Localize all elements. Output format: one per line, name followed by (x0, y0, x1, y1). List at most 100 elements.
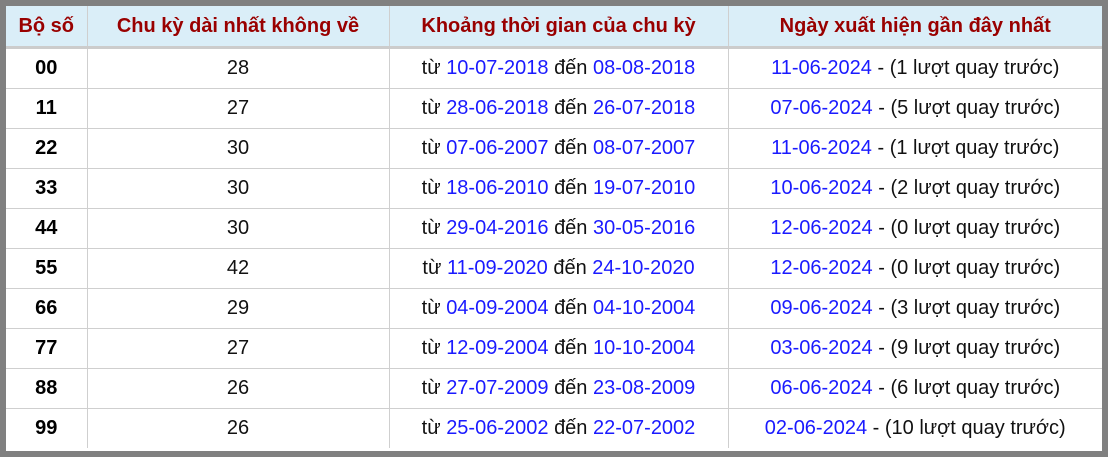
cycle-cell: 28 (87, 47, 390, 89)
period-cell: từ 25-06-2002 đến 22-07-2002 (389, 408, 729, 448)
last-seen-cell: 06-06-2024 - (6 lượt quay trước) (728, 368, 1102, 409)
draws-ago: (10 lượt quay trước) (884, 417, 1066, 439)
draws-ago: (0 lượt quay trước) (890, 257, 1061, 279)
to-label: đến (554, 337, 588, 359)
end-date-link[interactable]: 04-10-2004 (593, 297, 696, 319)
end-date-link[interactable]: 19-07-2010 (593, 177, 696, 199)
table-row: 99 26 từ 25-06-2002 đến 22-07-2002 02-06… (6, 408, 1102, 448)
number-cell: 22 (6, 128, 88, 169)
last-seen-date-link[interactable]: 10-06-2024 (770, 177, 873, 199)
number-value: 44 (35, 217, 58, 239)
period-cell: từ 28-06-2018 đến 26-07-2018 (389, 88, 729, 129)
to-label: đến (554, 137, 588, 159)
header-period: Khoảng thời gian của chu kỳ (389, 6, 729, 49)
last-seen-cell: 11-06-2024 - (1 lượt quay trước) (728, 47, 1102, 89)
from-label: từ (422, 257, 442, 279)
cycle-value: 30 (226, 217, 250, 239)
number-value: 99 (35, 417, 58, 439)
period-cell: từ 07-06-2007 đến 08-07-2007 (389, 128, 729, 169)
start-date-link[interactable]: 27-07-2009 (446, 377, 549, 399)
cycle-cell: 27 (87, 328, 390, 369)
last-seen-cell: 11-06-2024 - (1 lượt quay trước) (728, 128, 1102, 169)
end-date-link[interactable]: 26-07-2018 (593, 97, 696, 119)
separator: - (872, 257, 891, 279)
last-seen-date-link[interactable]: 09-06-2024 (770, 297, 873, 319)
cycle-cell: 30 (87, 128, 390, 169)
table-row: 11 27 từ 28-06-2018 đến 26-07-2018 07-06… (6, 88, 1102, 129)
end-date-link[interactable]: 08-08-2018 (593, 57, 696, 79)
number-value: 66 (35, 297, 58, 319)
draws-ago: (1 lượt quay trước) (889, 57, 1060, 79)
to-label: đến (553, 257, 587, 279)
start-date-link[interactable]: 04-09-2004 (446, 297, 549, 319)
start-date-link[interactable]: 18-06-2010 (446, 177, 549, 199)
table-header-row: Bộ số Chu kỳ dài nhất không về Khoảng th… (6, 6, 1102, 49)
start-date-link[interactable]: 29-04-2016 (446, 217, 549, 239)
number-cell: 99 (6, 408, 88, 448)
start-date-link[interactable]: 25-06-2002 (446, 417, 549, 439)
table-row: 55 42 từ 11-09-2020 đến 24-10-2020 12-06… (6, 248, 1102, 289)
end-date-link[interactable]: 23-08-2009 (593, 377, 696, 399)
cycle-cell: 29 (87, 288, 390, 329)
last-seen-date-link[interactable]: 06-06-2024 (770, 377, 873, 399)
cycle-value: 42 (226, 257, 250, 279)
last-seen-date-link[interactable]: 12-06-2024 (770, 217, 873, 239)
cycle-value: 30 (226, 177, 250, 199)
number-value: 88 (35, 377, 58, 399)
table-row: 44 30 từ 29-04-2016 đến 30-05-2016 12-06… (6, 208, 1102, 249)
cycle-cell: 26 (87, 408, 390, 448)
last-seen-date-link[interactable]: 11-06-2024 (771, 137, 872, 159)
draws-ago: (3 lượt quay trước) (890, 297, 1061, 319)
cycle-value: 28 (226, 57, 250, 79)
end-date-link[interactable]: 22-07-2002 (593, 417, 696, 439)
to-label: đến (554, 297, 588, 319)
to-label: đến (554, 57, 588, 79)
from-label: từ (421, 217, 441, 239)
from-label: từ (421, 377, 441, 399)
separator: - (872, 97, 891, 119)
separator: - (871, 137, 890, 159)
to-label: đến (554, 377, 588, 399)
start-date-link[interactable]: 12-09-2004 (446, 337, 549, 359)
period-cell: từ 04-09-2004 đến 04-10-2004 (389, 288, 729, 329)
cycle-cell: 26 (87, 368, 390, 409)
number-cell: 88 (6, 368, 88, 409)
number-value: 00 (35, 57, 58, 79)
end-date-link[interactable]: 24-10-2020 (592, 257, 695, 279)
start-date-link[interactable]: 28-06-2018 (446, 97, 549, 119)
period-cell: từ 27-07-2009 đến 23-08-2009 (389, 368, 729, 409)
number-cell: 00 (6, 47, 88, 89)
last-seen-cell: 07-06-2024 - (5 lượt quay trước) (728, 88, 1102, 129)
last-seen-date-link[interactable]: 07-06-2024 (770, 97, 873, 119)
draws-ago: (5 lượt quay trước) (890, 97, 1061, 119)
last-seen-date-link[interactable]: 11-06-2024 (771, 57, 872, 79)
last-seen-date-link[interactable]: 03-06-2024 (770, 337, 873, 359)
number-value: 11 (35, 97, 57, 119)
header-last-seen: Ngày xuất hiện gần đây nhất (728, 6, 1102, 49)
start-date-link[interactable]: 10-07-2018 (446, 57, 549, 79)
last-seen-date-link[interactable]: 12-06-2024 (770, 257, 873, 279)
last-seen-cell: 03-06-2024 - (9 lượt quay trước) (728, 328, 1102, 369)
to-label: đến (554, 97, 588, 119)
table-row: 22 30 từ 07-06-2007 đến 08-07-2007 11-06… (6, 128, 1102, 169)
number-cell: 44 (6, 208, 88, 249)
end-date-link[interactable]: 10-10-2004 (593, 337, 696, 359)
cycle-value: 30 (226, 137, 250, 159)
cycle-value: 26 (226, 377, 250, 399)
table-row: 00 28 từ 10-07-2018 đến 08-08-2018 11-06… (6, 47, 1102, 89)
end-date-link[interactable]: 30-05-2016 (593, 217, 696, 239)
cycle-cell: 42 (87, 248, 390, 289)
start-date-link[interactable]: 11-09-2020 (446, 257, 548, 279)
end-date-link[interactable]: 08-07-2007 (593, 137, 696, 159)
number-cell: 66 (6, 288, 88, 329)
last-seen-cell: 12-06-2024 - (0 lượt quay trước) (728, 248, 1102, 289)
draws-ago: (6 lượt quay trước) (890, 377, 1061, 399)
table-row: 66 29 từ 04-09-2004 đến 04-10-2004 09-06… (6, 288, 1102, 329)
last-seen-date-link[interactable]: 02-06-2024 (764, 417, 868, 439)
start-date-link[interactable]: 07-06-2007 (446, 137, 549, 159)
separator: - (867, 417, 885, 439)
table-row: 33 30 từ 18-06-2010 đến 19-07-2010 10-06… (6, 168, 1102, 209)
separator: - (872, 337, 891, 359)
cycle-cell: 30 (87, 168, 390, 209)
